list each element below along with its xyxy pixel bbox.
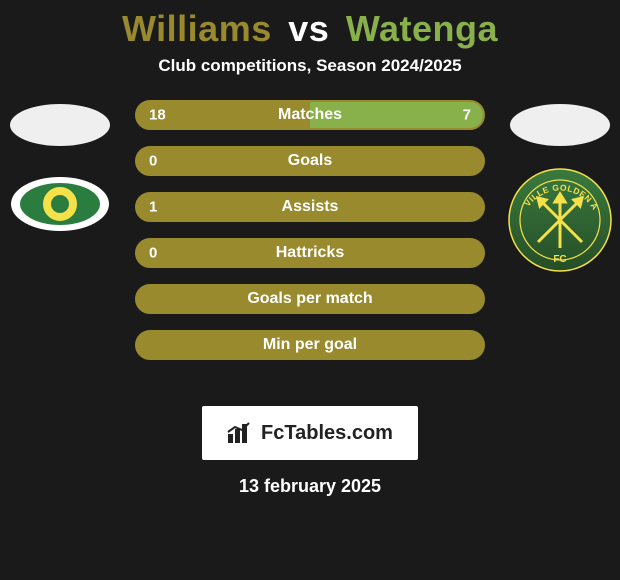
vs-text: vs <box>288 8 329 49</box>
bar-fill-player2 <box>310 102 483 128</box>
player2-name: Watenga <box>346 8 498 49</box>
bar-fill-player1 <box>137 148 483 174</box>
stat-bar: Hattricks0 <box>135 238 485 268</box>
player1-column <box>0 100 120 232</box>
badge-left-icon <box>10 176 110 232</box>
bar-value-player1: 0 <box>149 245 157 262</box>
bar-fill-player1 <box>137 240 483 266</box>
badge-right-icon: LAMONTVILLE GOLDEN ARROWS FC <box>508 168 612 272</box>
player1-name: Williams <box>122 8 272 49</box>
stat-bar: Assists1 <box>135 192 485 222</box>
stat-bar: Goals per match <box>135 284 485 314</box>
brand-text: FcTables.com <box>261 422 393 445</box>
bar-value-player2: 7 <box>463 107 471 124</box>
player2-column: LAMONTVILLE GOLDEN ARROWS FC <box>500 100 620 272</box>
comparison-title: Williams vs Watenga <box>0 0 620 50</box>
player2-club-badge: LAMONTVILLE GOLDEN ARROWS FC <box>508 168 612 272</box>
comparison-content: LAMONTVILLE GOLDEN ARROWS FC Matches187G… <box>0 100 620 400</box>
stat-bar: Goals0 <box>135 146 485 176</box>
bar-value-player1: 1 <box>149 199 157 216</box>
brand-box: FcTables.com <box>202 406 418 460</box>
bar-fill-player1 <box>137 332 483 358</box>
stat-bars: Matches187Goals0Assists1Hattricks0Goals … <box>135 100 485 376</box>
player1-silhouette <box>10 104 110 146</box>
player2-silhouette <box>510 104 610 146</box>
bar-fill-player1 <box>137 286 483 312</box>
bar-value-player1: 0 <box>149 153 157 170</box>
stat-bar: Min per goal <box>135 330 485 360</box>
stat-bar: Matches187 <box>135 100 485 130</box>
svg-text:FC: FC <box>553 254 566 265</box>
subtitle: Club competitions, Season 2024/2025 <box>0 56 620 76</box>
bar-fill-player1 <box>137 194 483 220</box>
player1-club-badge <box>10 176 110 232</box>
brand-chart-icon <box>227 422 255 444</box>
snapshot-date: 13 february 2025 <box>0 476 620 497</box>
bar-value-player1: 18 <box>149 107 166 124</box>
